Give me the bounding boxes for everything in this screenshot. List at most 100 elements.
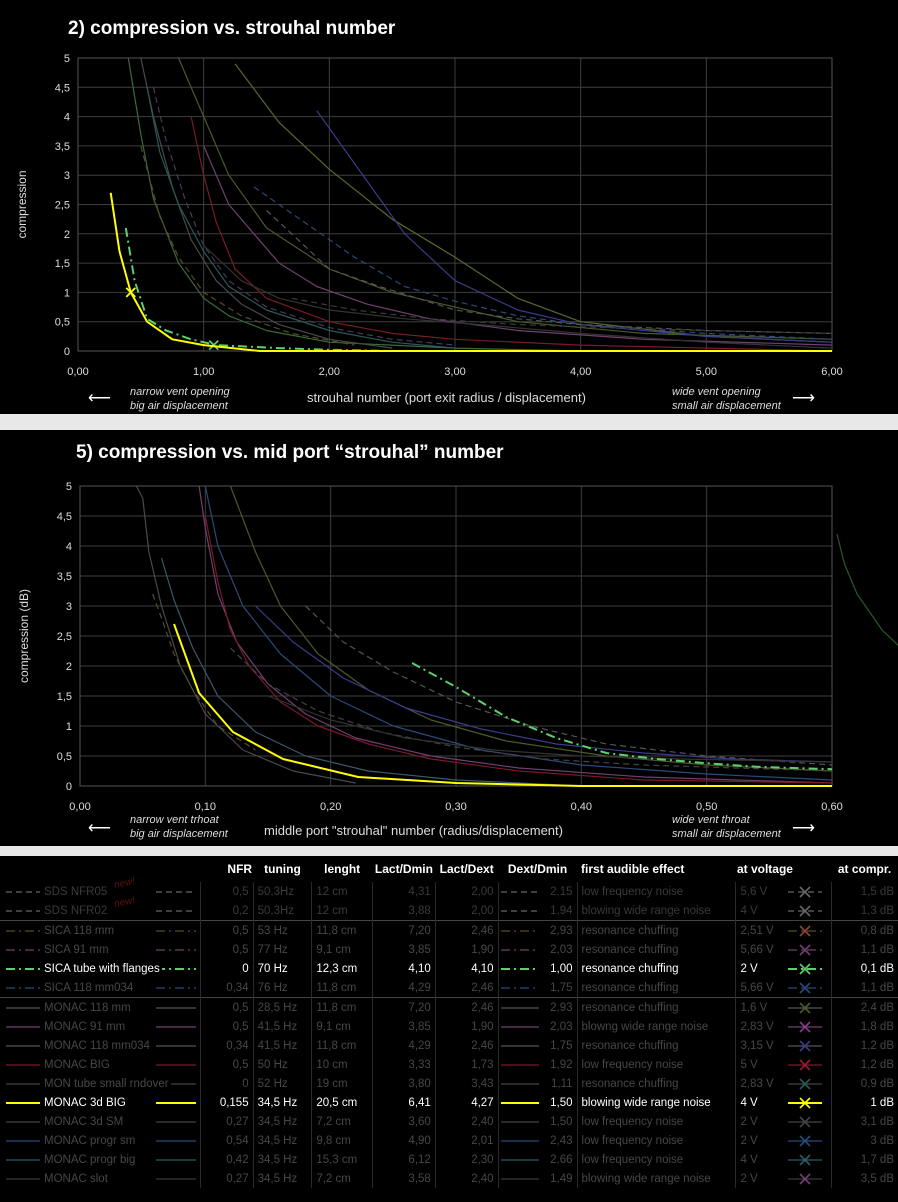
table-row: SICA 118 mm 0,5 53 Hz 11,8 cm 7,20 2,46 2,93 re…	[0, 920, 898, 940]
cell-nfr: 0,155	[199, 1093, 254, 1112]
y-tick-label: 4	[64, 112, 70, 124]
cell-compr: 0,9 dB	[830, 1074, 898, 1093]
cell-nfr: 0,54	[199, 1131, 254, 1150]
cell-effect: blowing wide range noise	[576, 1093, 736, 1112]
cell-voltage: 5,66 V	[735, 940, 832, 959]
legend-series-cell: SICA tube with flanges	[0, 959, 200, 978]
cell-dext-dmin: 1,11	[497, 1074, 578, 1093]
col-lact-dext: Lact/Dext	[439, 862, 494, 876]
legend-marker-swatch	[788, 886, 823, 898]
table-row: MONAC progr sm 0,54 34,5 Hz 9,8 cm 4,90 2,01 2…	[0, 1131, 898, 1150]
cell-effect: resonance chuffing	[576, 940, 736, 959]
cell-lenght: 12 cm	[311, 882, 373, 901]
legend-line-swatch	[500, 910, 539, 912]
cell-lact-dext: 4,10	[434, 959, 499, 978]
legend-series-cell: SICA 118 mm034	[0, 978, 200, 998]
series-name: MONAC progr big	[42, 1153, 138, 1166]
chart-2-left-note: narrow vent trhoat big air displacement	[130, 813, 228, 841]
cell-voltage: 4 V	[735, 901, 832, 921]
cell-tuning: 76 Hz	[252, 978, 312, 998]
legend-line-swatch	[500, 987, 539, 989]
dext-dmin-value: 1,50	[550, 1115, 573, 1128]
cell-lact-dmin: 3,58	[372, 1169, 436, 1188]
cell-effect: resonance chuffing	[576, 1036, 736, 1055]
y-tick-label: 3	[66, 601, 72, 613]
x-tick-label: 1,00	[193, 366, 214, 378]
x-tick-label: 0,00	[69, 801, 90, 813]
cell-tuning: 50 Hz	[252, 1055, 312, 1074]
series-name: MONAC progr sm	[42, 1134, 138, 1147]
chart-2-y-axis-label: compression (dB)	[17, 589, 31, 683]
series-name: SICA 91 mm	[42, 943, 111, 956]
cell-effect: low frequency noise	[576, 1131, 736, 1150]
cell-lact-dmin: 4,29	[372, 1036, 436, 1055]
dext-dmin-value: 1,49	[550, 1172, 573, 1185]
voltage-value: 3,15 V	[740, 1039, 774, 1052]
cell-compr: 1 dB	[830, 1093, 898, 1112]
legend-line-swatch	[6, 930, 196, 932]
series-line	[203, 145, 833, 346]
series-name: MON tube small rndover	[42, 1077, 171, 1090]
cell-lact-dmin: 4,31	[372, 882, 436, 901]
cell-lact-dmin: 4,10	[372, 959, 436, 978]
y-tick-label: 0	[66, 781, 72, 793]
table-row: MONAC progr big 0,42 34,5 Hz 15,3 cm 6,12 2,3…	[0, 1150, 898, 1169]
cell-lact-dmin: 3,85	[372, 1017, 436, 1036]
x-tick-label: 0,50	[696, 801, 717, 813]
legend-line-swatch	[6, 1026, 196, 1028]
cell-nfr: 0,2	[199, 901, 254, 921]
cell-lact-dext: 2,01	[434, 1131, 499, 1150]
cell-dext-dmin: 1,50	[497, 1093, 578, 1112]
cell-lact-dext: 2,00	[434, 901, 499, 921]
col-tuning: tuning	[264, 862, 301, 876]
series-line	[127, 57, 581, 352]
legend-line-swatch	[6, 1140, 196, 1142]
table-row: MONAC 3d SM 0,27 34,5 Hz 7,2 cm 3,60 2,40 1,50…	[0, 1112, 898, 1131]
series-name: MONAC 118 mm034	[42, 1039, 152, 1052]
series-name: SDS NFR02	[42, 904, 110, 917]
legend-marker-swatch	[788, 925, 823, 937]
cell-dext-dmin: 1,94	[497, 901, 578, 921]
cell-nfr: 0,5	[199, 997, 254, 1017]
cell-nfr: 0,5	[199, 1055, 254, 1074]
cell-voltage: 2,51 V	[735, 920, 832, 940]
legend-marker-swatch	[788, 1021, 823, 1033]
y-tick-label: 1	[64, 287, 70, 299]
cell-lenght: 9,1 cm	[311, 1017, 373, 1036]
chart-2-plot: 0,00 0,10 0,20 0,30 0,40 0,50 0,60 0 0,5 1 1,5 2 2,5…	[17, 481, 898, 813]
cell-nfr: 0,5	[199, 882, 254, 901]
col-dext-dmin: Dext/Dmin	[507, 862, 568, 876]
chart-1-y-axis-label: compression	[15, 170, 29, 238]
legend-series-cell: MONAC 118 mm034	[0, 1036, 200, 1055]
series-name: SICA 118 mm034	[42, 981, 136, 994]
cell-tuning: 34,5 Hz	[252, 1093, 312, 1112]
legend-line-swatch	[6, 968, 196, 970]
cell-lenght: 7,2 cm	[311, 1169, 373, 1188]
cell-effect: resonance chuffing	[576, 1074, 736, 1093]
legend-marker-swatch	[788, 1173, 823, 1185]
chart-panel-2: 5) compression vs. mid port “strouhal” n…	[0, 430, 898, 846]
legend-line-swatch	[6, 910, 196, 912]
dext-dmin-value: 1,11	[551, 1077, 573, 1090]
cell-compr: 1,8 dB	[830, 1017, 898, 1036]
cell-effect: low frequency noise	[576, 882, 736, 901]
chart-1-title: 2) compression vs. strouhal number	[68, 18, 396, 39]
cell-compr: 1,1 dB	[830, 978, 898, 998]
legend-marker-swatch	[788, 1059, 823, 1071]
data-point-marker	[125, 287, 136, 298]
legend-marker-swatch	[788, 1002, 823, 1014]
legend-series-cell: MONAC 118 mm	[0, 997, 201, 1017]
cell-lact-dmin: 4,90	[372, 1131, 436, 1150]
legend-line-swatch	[500, 1026, 539, 1028]
voltage-value: 5 V	[740, 1058, 758, 1071]
cell-compr: 3,5 dB	[830, 1169, 898, 1188]
x-tick-label: 0,10	[195, 801, 216, 813]
cell-lenght: 12,3 cm	[311, 959, 373, 978]
legend-series-cell: MONAC progr sm	[0, 1131, 200, 1150]
chart-1-left-note-line1: narrow vent opening	[130, 386, 230, 398]
cell-nfr: 0,42	[199, 1150, 254, 1169]
cell-nfr: 0,5	[199, 920, 254, 940]
voltage-value: 2 V	[740, 962, 758, 975]
cell-tuning: 50,3Hz	[252, 901, 312, 921]
voltage-value: 2 V	[740, 1134, 758, 1147]
